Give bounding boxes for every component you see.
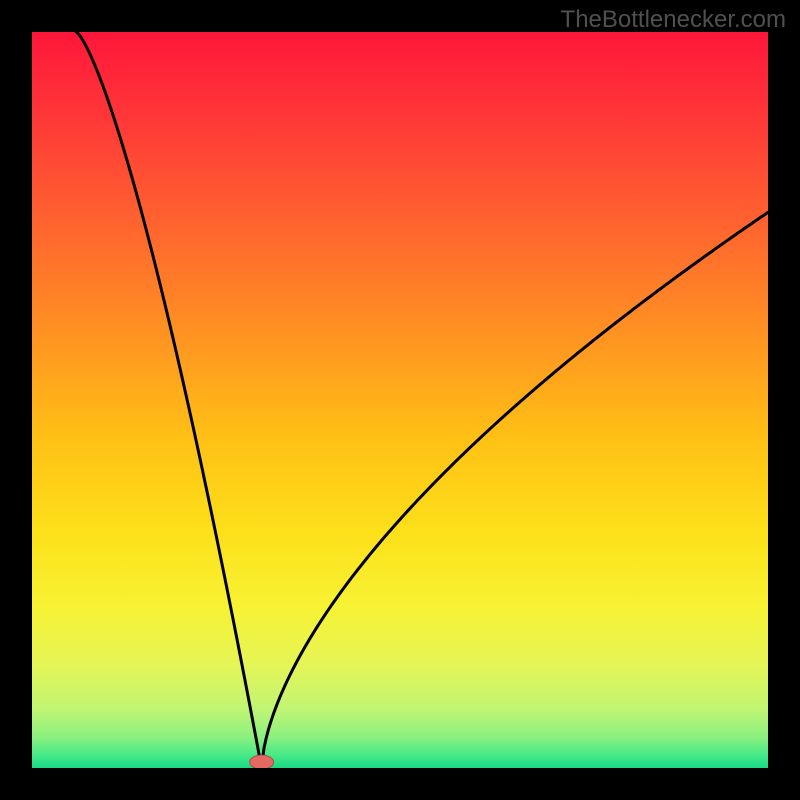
plot-area xyxy=(32,32,768,768)
curve-svg xyxy=(32,32,768,768)
bottleneck-curve xyxy=(76,32,768,768)
watermark-text: TheBottlenecker.com xyxy=(561,6,786,34)
minimum-marker xyxy=(250,755,274,768)
chart-container: TheBottlenecker.com xyxy=(0,0,800,800)
